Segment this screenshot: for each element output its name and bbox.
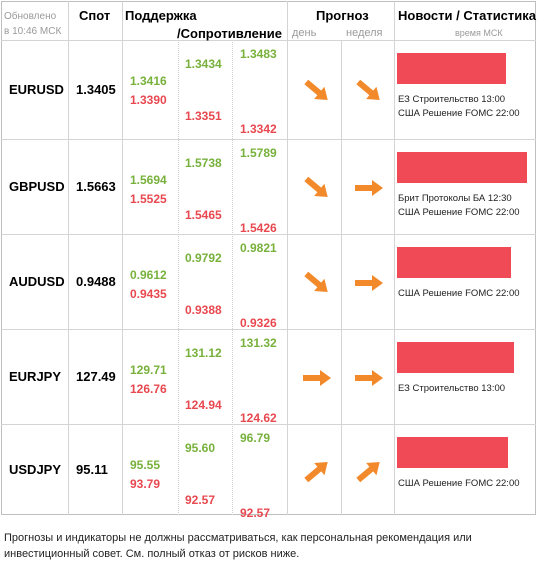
header-day: день (292, 27, 317, 39)
news-impact-bar (397, 247, 511, 278)
resistance-1: 1.3390 (130, 93, 167, 107)
support-1: 0.9612 (130, 268, 167, 282)
news-impact-bar (397, 437, 508, 468)
forecast-week-arrow-icon (352, 177, 386, 199)
row-divider (1, 139, 536, 140)
news-impact-bar (397, 152, 527, 183)
spot-price: 127.49 (76, 368, 116, 384)
forecast-week-arrow-icon (352, 367, 386, 389)
resistance-2: 1.5465 (185, 208, 222, 222)
header-news: Новости / Статистика (398, 8, 537, 23)
row-divider (1, 329, 536, 330)
forecast-week-arrow-icon (352, 460, 386, 482)
updated-line-1: Обновлено (4, 11, 57, 22)
col-divider (394, 1, 395, 515)
support-2: 0.9792 (185, 251, 222, 265)
col-divider (178, 40, 179, 515)
news-item[interactable]: США Решение FOMC 22:00 (398, 108, 520, 119)
resistance-3: 92.57 (240, 506, 271, 520)
col-divider (287, 1, 288, 515)
spot-price: 1.3405 (76, 81, 116, 97)
support-2: 1.5738 (185, 156, 222, 170)
header-forecast: Прогноз (316, 8, 369, 23)
forecast-table (1, 1, 536, 515)
forecast-day-arrow-icon (300, 460, 334, 482)
forecast-week-arrow-icon (352, 79, 386, 102)
row-divider (1, 40, 536, 41)
pair-label: EURUSD (9, 81, 64, 97)
news-impact-bar (397, 342, 514, 373)
resistance-3: 1.5426 (240, 221, 277, 235)
resistance-3: 0.9326 (240, 316, 277, 330)
updated-line-2: в 10:46 МСК (4, 26, 62, 37)
forecast-week-arrow-icon (352, 272, 386, 294)
support-2: 95.60 (185, 441, 216, 455)
support-1: 129.71 (130, 363, 167, 377)
news-item[interactable]: ЕЗ Строительство 13:00 (398, 94, 506, 105)
header-spot: Спот (79, 8, 111, 23)
row-divider (1, 234, 536, 235)
col-divider (68, 1, 69, 515)
col-divider (122, 1, 123, 515)
header-resistance: /Сопротивление (177, 26, 282, 41)
support-3: 1.5789 (240, 146, 277, 160)
resistance-1: 0.9435 (130, 287, 167, 301)
row-divider (1, 424, 536, 425)
news-item[interactable]: США Решение FOMC 22:00 (398, 288, 520, 299)
header-week: неделя (346, 27, 383, 39)
updated-label: Обновлено в 10:46 МСК (4, 9, 74, 39)
resistance-3: 124.62 (240, 411, 277, 425)
forecast-day-arrow-icon (300, 176, 334, 199)
col-divider (232, 40, 233, 515)
spot-price: 95.11 (76, 461, 108, 477)
resistance-2: 124.94 (185, 398, 222, 412)
support-3: 131.32 (240, 336, 277, 350)
resistance-2: 92.57 (185, 493, 216, 507)
pair-label: GBPUSD (9, 178, 65, 194)
resistance-1: 126.76 (130, 382, 167, 396)
news-item[interactable]: США Решение FOMC 22:00 (398, 207, 520, 218)
disclaimer-text: Прогнозы и индикаторы не должны рассматр… (4, 532, 472, 560)
forecast-day-arrow-icon (300, 79, 334, 102)
news-item[interactable]: США Решение FOMC 22:00 (398, 478, 520, 489)
spot-price: 1.5663 (76, 178, 116, 194)
support-3: 1.3483 (240, 47, 277, 61)
pair-label: AUDUSD (9, 273, 65, 289)
support-1: 1.3416 (130, 74, 167, 88)
news-item[interactable]: ЕЗ Строительство 13:00 (398, 383, 506, 394)
col-divider (341, 40, 342, 515)
spot-price: 0.9488 (76, 273, 116, 289)
support-3: 0.9821 (240, 241, 277, 255)
resistance-2: 1.3351 (185, 109, 222, 123)
support-2: 131.12 (185, 346, 222, 360)
forecast-day-arrow-icon (300, 367, 334, 389)
news-item[interactable]: Брит Протоколы БА 12:30 (398, 193, 512, 204)
forecast-day-arrow-icon (300, 271, 334, 294)
support-2: 1.3434 (185, 57, 222, 71)
pair-label: USDJPY (9, 461, 62, 477)
resistance-1: 1.5525 (130, 192, 167, 206)
news-impact-bar (397, 53, 506, 84)
support-1: 95.55 (130, 458, 161, 472)
resistance-2: 0.9388 (185, 303, 222, 317)
support-3: 96.79 (240, 431, 271, 445)
pair-label: EURJPY (9, 368, 62, 384)
header-time-note: время МСК (455, 28, 503, 38)
resistance-3: 1.3342 (240, 122, 277, 136)
support-1: 1.5694 (130, 173, 167, 187)
resistance-1: 93.79 (130, 477, 161, 491)
header-support: Поддержка (125, 8, 197, 23)
